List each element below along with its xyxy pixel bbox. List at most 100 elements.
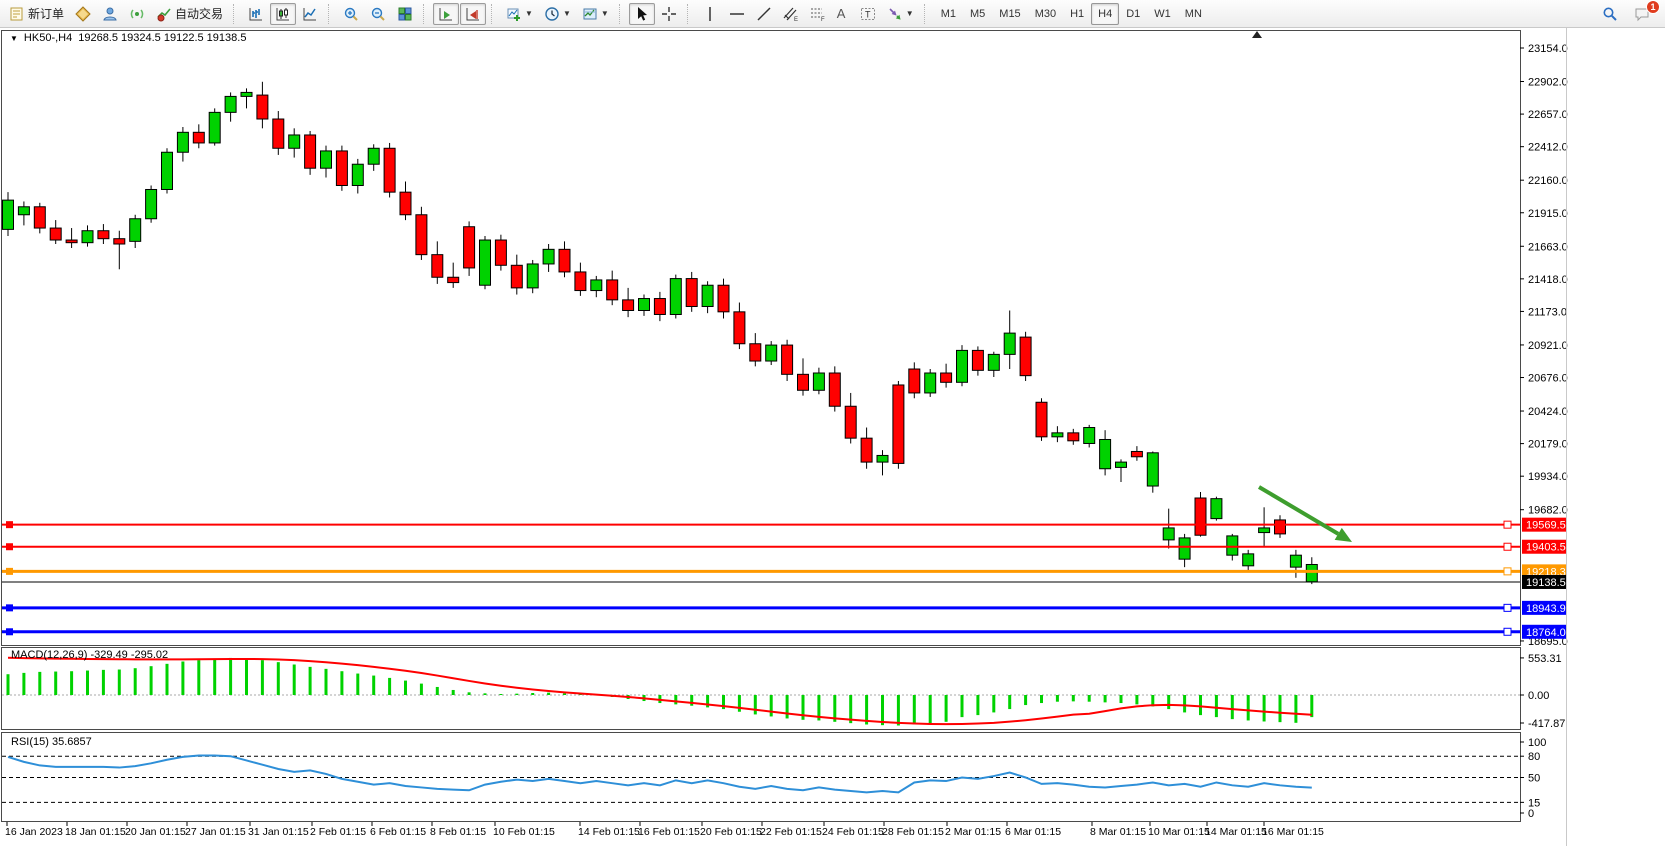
time-label: 6 Mar 01:15	[1005, 826, 1062, 838]
hline-18764.0-handle-right[interactable]	[1503, 627, 1512, 636]
candle-body	[1146, 452, 1159, 487]
timeframe-D1[interactable]: D1	[1126, 7, 1141, 20]
candle-body	[463, 226, 476, 269]
timeframe-MN[interactable]: MN	[1184, 7, 1202, 20]
candle-body	[653, 298, 666, 315]
candle-body	[510, 264, 523, 289]
timeframe-M5[interactable]: M5	[970, 7, 986, 20]
text-label-button[interactable]: T	[855, 3, 881, 25]
auto-trading-button[interactable]: 自动交易	[151, 3, 228, 25]
candlestick-chart-button[interactable]	[270, 2, 297, 25]
time-label: 16 Mar 01:15	[1262, 826, 1324, 838]
candle-body	[1289, 554, 1302, 568]
arrows-tool-button[interactable]: ▼	[882, 3, 919, 25]
candle-body	[908, 368, 921, 394]
time-label: 8 Mar 01:15	[1090, 826, 1147, 838]
hline-18943.9-handle-right[interactable]	[1503, 603, 1512, 612]
timeframe-M15[interactable]: M15	[999, 7, 1021, 20]
indicators-button[interactable]: ▼	[501, 3, 538, 25]
candle-body	[113, 238, 126, 245]
candle-body	[1194, 497, 1207, 536]
candle-body	[2, 199, 14, 230]
hline-19218.3-handle-left[interactable]	[6, 567, 13, 575]
line-chart-icon	[303, 7, 317, 20]
timeframe-W1[interactable]: W1	[1154, 7, 1171, 20]
trend-arrow-head[interactable]	[1334, 527, 1352, 542]
chevron-down-icon[interactable]: ▼	[10, 33, 18, 43]
equidistant-channel-button[interactable]: E	[778, 3, 804, 25]
templates-icon	[583, 8, 597, 19]
zoom-in-button[interactable]	[338, 3, 364, 25]
text-button[interactable]: A	[832, 3, 854, 25]
candle-body	[797, 373, 809, 391]
price-tick-label: 22657.0	[1528, 109, 1568, 121]
horizontal-line-button[interactable]	[724, 3, 750, 25]
candle-body	[224, 95, 237, 113]
price-tick-label: 20179.0	[1528, 439, 1568, 451]
candle-body	[812, 372, 825, 391]
candle-body	[542, 248, 555, 265]
periods-button[interactable]: ▼	[539, 3, 576, 25]
bar-chart-button[interactable]	[243, 3, 269, 25]
trendline-button[interactable]	[751, 3, 777, 25]
fibonacci-icon: F	[810, 8, 825, 22]
rsi-tick-label: 50	[1528, 773, 1540, 785]
timeframe-M1[interactable]: M1	[940, 7, 956, 20]
hline-19403.5-tag-text: 19403.5	[1526, 542, 1566, 554]
timeframe-H1[interactable]: H1	[1070, 7, 1085, 20]
time-label: 16 Jan 2023	[5, 826, 63, 838]
market-watch-button[interactable]	[70, 3, 96, 25]
search-button[interactable]	[1597, 3, 1623, 25]
candle-body	[1162, 527, 1175, 541]
trend-arrow[interactable]	[1257, 485, 1340, 536]
hline-19403.5-handle-left[interactable]	[6, 543, 13, 551]
price-tick-label: 21173.0	[1528, 306, 1567, 318]
vertical-line-button[interactable]	[697, 3, 723, 25]
current-price-tag-text: 19138.5	[1526, 577, 1566, 589]
chart-shift-marker[interactable]	[1252, 31, 1262, 38]
templates-button[interactable]: ▼	[577, 3, 614, 25]
chart-shift-button[interactable]	[460, 2, 487, 25]
candles[interactable]	[2, 81, 1318, 585]
line-chart-button[interactable]	[297, 3, 323, 25]
crosshair-button[interactable]	[656, 3, 682, 25]
hline-18764.0-handle-left[interactable]	[6, 628, 13, 636]
hline-18943.9-handle-left[interactable]	[6, 604, 13, 612]
price-tick-label: 20424.0	[1528, 406, 1568, 418]
chat-button[interactable]: 1	[1629, 0, 1660, 25]
chart-area[interactable]: 23154.0 22902.0 22657.0 22412.0 22160.0 21915…	[0, 28, 1665, 846]
timeframe-M30[interactable]: M30	[1034, 7, 1057, 20]
crosshair-icon	[661, 6, 676, 21]
candle-body	[844, 405, 857, 439]
candle-body	[494, 239, 507, 266]
svg-text:T: T	[865, 9, 871, 19]
candle-body	[1258, 527, 1271, 534]
time-label: 10 Mar 01:15	[1148, 826, 1210, 838]
zoom-in-icon	[344, 7, 358, 21]
hline-19218.3-handle-right[interactable]	[1503, 567, 1512, 576]
new-order-button[interactable]: 新订单	[4, 3, 69, 25]
cursor-button[interactable]	[628, 2, 655, 25]
signals-button[interactable]	[124, 3, 150, 25]
candle-body	[272, 118, 285, 149]
text-label-icon: T	[860, 7, 875, 20]
community-button[interactable]	[97, 3, 123, 25]
timeframe-H4[interactable]: H4	[1091, 2, 1120, 25]
hline-19569.5-handle-right[interactable]	[1503, 520, 1512, 529]
hline-18764.0-tag	[1522, 624, 1566, 639]
auto-scroll-button[interactable]	[433, 2, 460, 25]
svg-text:E: E	[794, 17, 798, 22]
candlestick-icon	[276, 7, 290, 20]
fibonacci-button[interactable]: F	[805, 3, 831, 25]
rsi-tick-label: 80	[1528, 751, 1540, 763]
zoom-out-button[interactable]	[365, 3, 391, 25]
window-border	[1566, 28, 1567, 846]
candle-body	[717, 284, 730, 313]
chart-canvas[interactable]: 23154.0 22902.0 22657.0 22412.0 22160.0 21915…	[0, 28, 1665, 846]
time-label: 2 Feb 01:15	[310, 826, 367, 838]
tile-windows-button[interactable]	[392, 3, 418, 25]
candle-body	[399, 191, 412, 216]
market-icon	[103, 7, 117, 20]
hline-19569.5-handle-left[interactable]	[6, 521, 13, 529]
hline-19403.5-handle-right[interactable]	[1503, 542, 1512, 551]
